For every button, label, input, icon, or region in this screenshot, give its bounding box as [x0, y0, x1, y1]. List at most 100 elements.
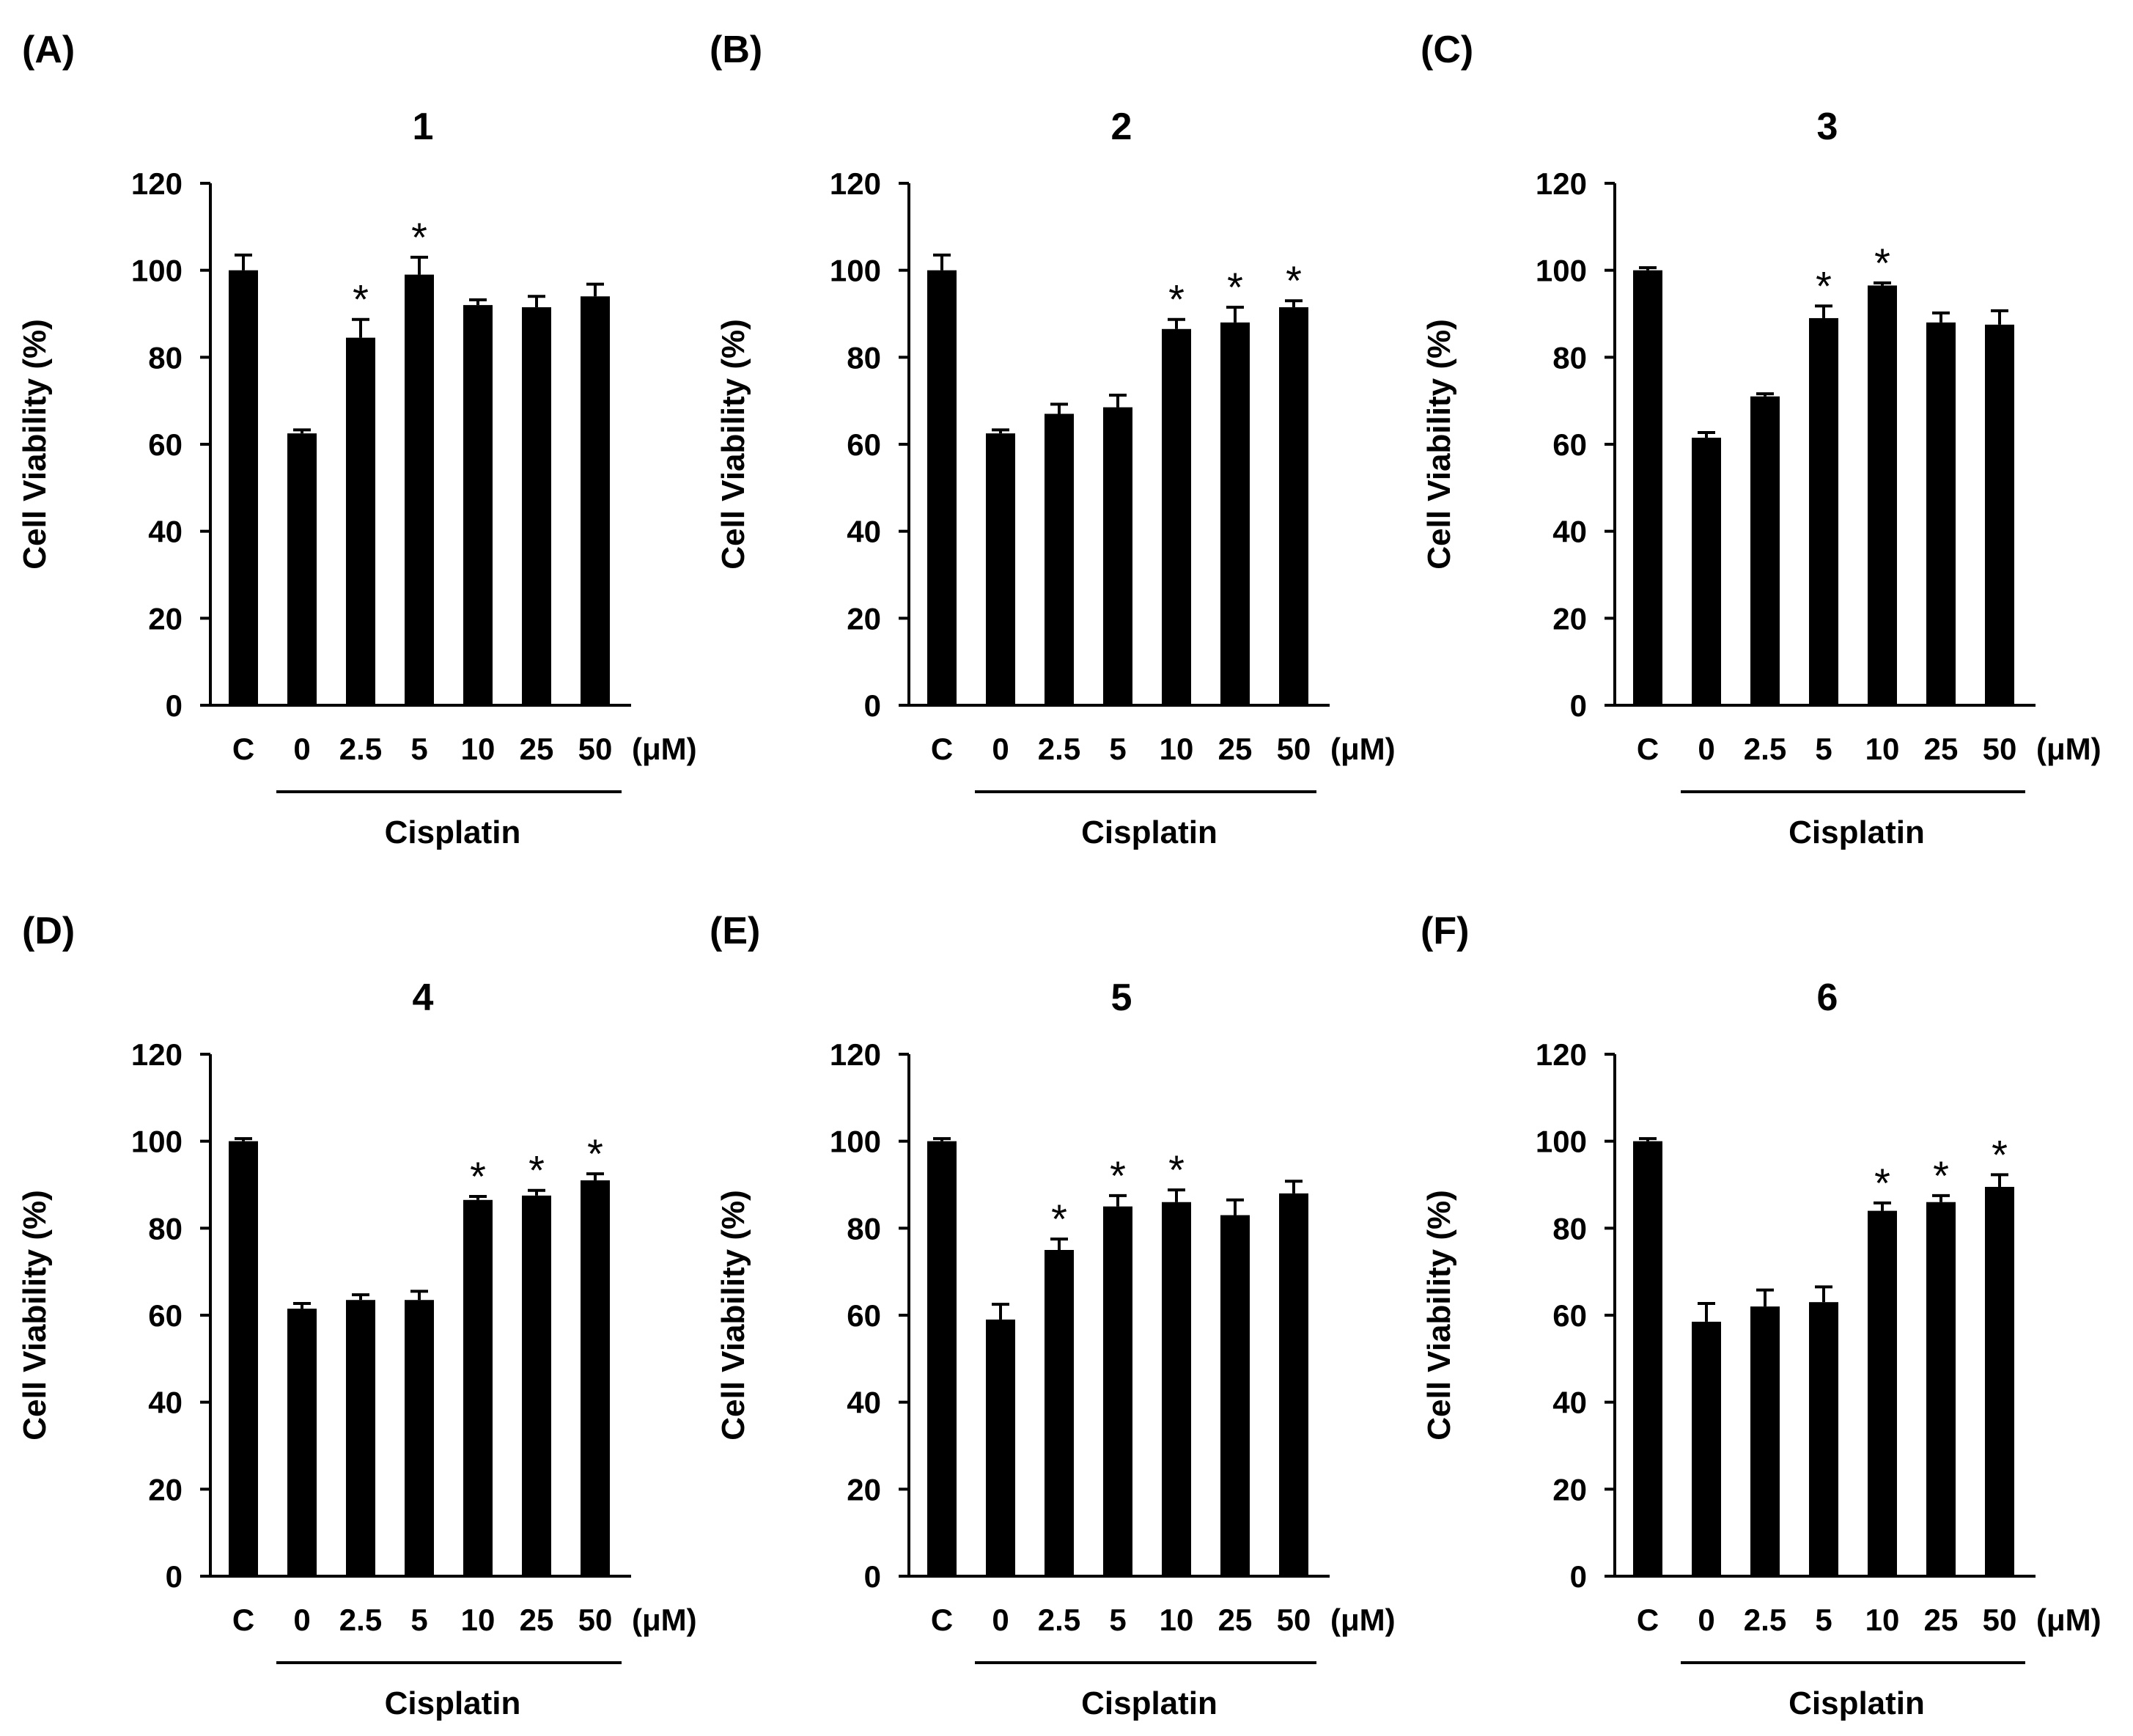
panel-label-a: (A) [22, 29, 75, 71]
y-tick-label: 80 [148, 1211, 183, 1246]
y-tick-label: 120 [131, 1037, 183, 1072]
significance-marker: * [1227, 264, 1243, 310]
y-tick-label: 60 [148, 1298, 183, 1333]
x-tick-label: 5 [410, 732, 427, 766]
y-axis-label: Cell Viability (%) [17, 319, 53, 570]
y-tick-label: 120 [1536, 1037, 1587, 1072]
unit-label: (μM) [632, 732, 697, 766]
bar-25 [1220, 322, 1250, 705]
bar-C [229, 1141, 258, 1576]
x-tick-label: 2.5 [1038, 1603, 1080, 1637]
x-tick-label: 2.5 [339, 732, 382, 766]
y-tick-label: 40 [148, 1386, 183, 1420]
y-tick-label: 0 [166, 688, 183, 723]
y-axis-label: Cell Viability (%) [17, 1190, 53, 1441]
panel-label-e: (E) [710, 910, 761, 952]
y-tick-label: 0 [1570, 688, 1587, 723]
bar-5 [1103, 407, 1132, 705]
unit-label: (μM) [2036, 732, 2101, 766]
x-tick-label: 50 [1983, 1603, 2017, 1637]
bar-5 [405, 274, 434, 706]
x-tick-label: 0 [293, 732, 310, 766]
panel-label-b: (B) [710, 29, 763, 71]
bar-C [1633, 1141, 1662, 1576]
y-tick-label: 20 [148, 1472, 183, 1507]
x-tick-label: 10 [1865, 732, 1900, 766]
y-tick-label: 60 [847, 1298, 881, 1333]
x-tick-label: 25 [1218, 732, 1253, 766]
x-tick-label: 5 [1815, 1603, 1832, 1637]
chart-title: 1 [413, 106, 434, 148]
x-tick-label: C [1637, 1603, 1659, 1637]
y-tick-label: 80 [847, 340, 881, 375]
y-tick-label: 100 [830, 1125, 881, 1159]
bar-10 [463, 305, 493, 706]
unit-label: (μM) [1330, 1603, 1396, 1637]
x-tick-label: 10 [1865, 1603, 1900, 1637]
group-label: Cisplatin [385, 1685, 521, 1721]
bar-0 [1692, 438, 1721, 705]
x-tick-label: 2.5 [1744, 1603, 1786, 1637]
x-tick-label: 0 [1698, 732, 1714, 766]
bar-25 [522, 307, 551, 706]
x-tick-label: 10 [461, 1603, 496, 1637]
group-label: Cisplatin [1788, 1685, 1925, 1721]
chart-title: 3 [1817, 106, 1838, 148]
y-tick-label: 20 [1552, 1472, 1587, 1507]
y-tick-label: 100 [830, 254, 881, 288]
unit-label: (μM) [2036, 1603, 2101, 1637]
bar-C [229, 270, 258, 706]
group-label: Cisplatin [1788, 814, 1925, 850]
y-tick-label: 80 [1552, 1211, 1587, 1246]
x-tick-label: 10 [461, 732, 496, 766]
x-tick-label: 10 [1160, 732, 1194, 766]
x-tick-label: 5 [1109, 732, 1126, 766]
bar-10 [463, 1199, 493, 1576]
y-axis-label: Cell Viability (%) [1421, 1190, 1457, 1441]
x-tick-label: 0 [1698, 1603, 1714, 1637]
y-axis-label: Cell Viability (%) [715, 1190, 751, 1441]
y-tick-label: 40 [148, 515, 183, 549]
x-tick-label: C [931, 732, 953, 766]
significance-marker: * [1051, 1196, 1067, 1242]
bar-10 [1162, 1202, 1191, 1576]
y-tick-label: 40 [1552, 515, 1587, 549]
y-tick-label: 60 [148, 427, 183, 462]
bar-10 [1868, 1210, 1897, 1576]
y-axis-label: Cell Viability (%) [715, 319, 751, 570]
bar-2.5 [346, 1300, 375, 1576]
y-tick-label: 80 [1552, 340, 1587, 375]
significance-marker: * [1874, 1160, 1890, 1206]
y-tick-label: 0 [864, 688, 881, 723]
x-tick-label: 25 [1924, 1603, 1959, 1637]
bar-2.5 [1750, 1306, 1780, 1576]
y-tick-label: 80 [847, 1211, 881, 1246]
y-tick-label: 120 [830, 1037, 881, 1072]
y-tick-label: 0 [1570, 1559, 1587, 1594]
significance-marker: * [1110, 1152, 1126, 1199]
significance-marker: * [1816, 262, 1832, 309]
unit-label: (μM) [1330, 732, 1396, 766]
significance-marker: * [470, 1153, 486, 1199]
bar-0 [1692, 1321, 1721, 1576]
y-tick-label: 20 [847, 1472, 881, 1507]
x-tick-label: 25 [520, 1603, 554, 1637]
significance-marker: * [411, 214, 427, 260]
significance-marker: * [1874, 240, 1890, 286]
x-tick-label: 25 [1924, 732, 1959, 766]
significance-marker: * [1992, 1131, 2008, 1177]
y-tick-label: 80 [148, 340, 183, 375]
bar-5 [1809, 317, 1838, 705]
x-tick-label: 50 [1277, 1603, 1311, 1637]
y-tick-label: 0 [166, 1559, 183, 1594]
bar-25 [522, 1195, 551, 1576]
bar-C [1633, 270, 1662, 706]
x-tick-label: 2.5 [1038, 732, 1080, 766]
x-tick-label: C [232, 1603, 254, 1637]
bar-5 [1103, 1206, 1132, 1576]
